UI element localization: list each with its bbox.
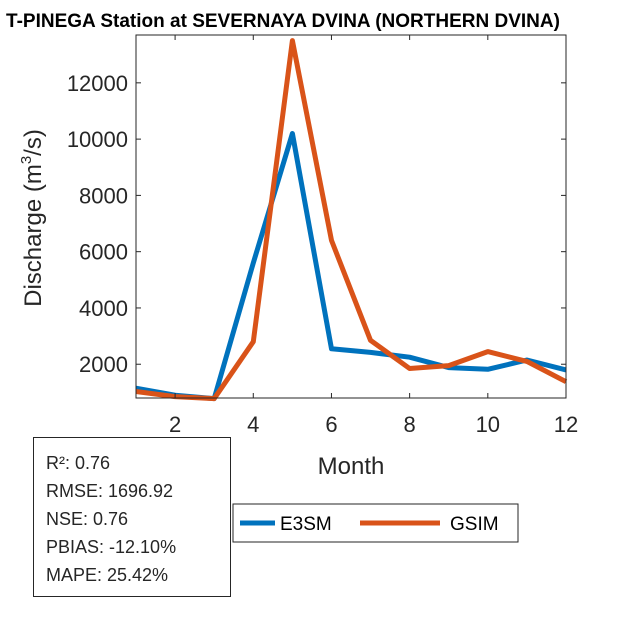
y-tick-label: 4000 [79,296,128,321]
y-tick-label: 2000 [79,352,128,377]
y-tick-label: 8000 [79,183,128,208]
legend: E3SM GSIM [232,503,519,543]
plot-area: 2 4 6 8 10 12 2000 4000 6000 8000 10000 12000 [67,34,578,437]
stat-pbias: PBIAS: -12.10% [46,537,177,557]
x-tick-label: 2 [169,412,181,437]
legend-e3sm-label: E3SM [280,514,332,535]
y-axis-label: Discharge (m3/s) [18,129,47,307]
x-tick-label: 8 [404,412,416,437]
stat-rmse: RMSE: 1696.92 [46,481,174,501]
x-tick-label: 10 [476,412,500,437]
plot-frame [135,34,567,399]
y-tick-label: 12000 [67,71,128,96]
stat-mape: MAPE: 25.42% [46,565,169,585]
plot-background [136,35,566,398]
x-tick-label: 6 [325,412,337,437]
y-tick-label: 6000 [79,240,128,265]
x-axis-label: Month [318,453,385,480]
y-tick-label: 10000 [67,127,128,152]
stats-box: R²: 0.76 RMSE: 1696.92 NSE: 0.76 PBIAS: … [33,437,231,597]
legend-gsim-label: GSIM [450,514,499,535]
x-tick-label: 4 [247,412,259,437]
stat-nse: NSE: 0.76 [46,509,129,529]
chart-title: T-PINEGA Station at SEVERNAYA DVINA (NOR… [6,11,560,32]
stat-r2: R²: 0.76 [46,453,111,473]
x-tick-label: 12 [554,412,578,437]
